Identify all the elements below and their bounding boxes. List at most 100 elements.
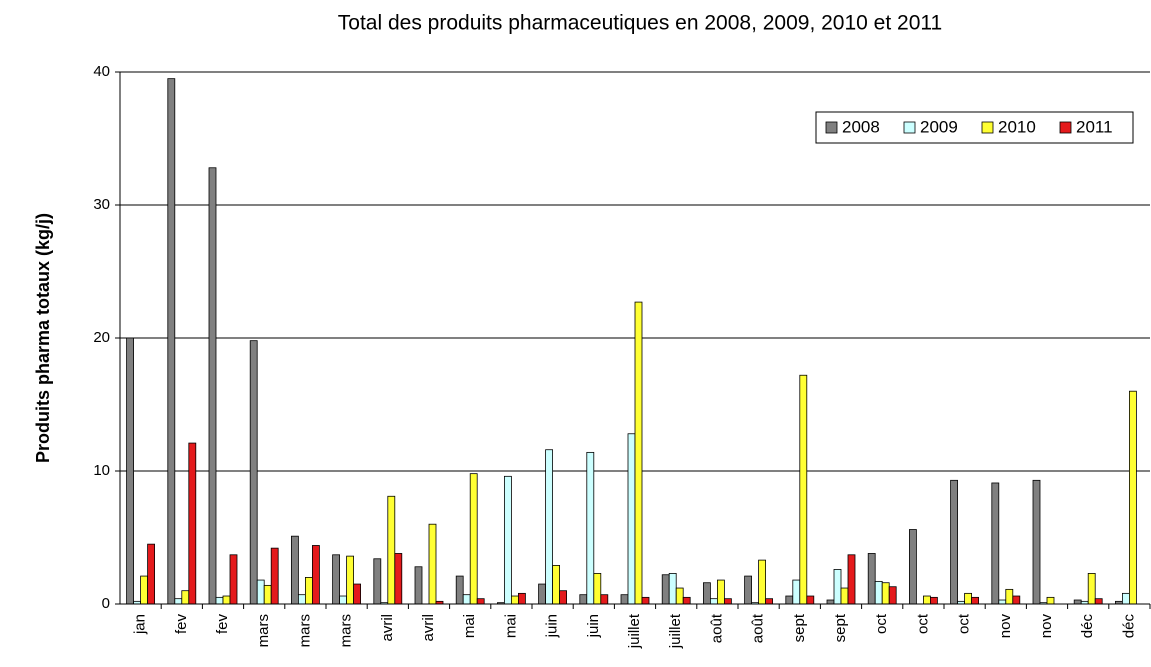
bar bbox=[909, 529, 917, 605]
bar bbox=[503, 475, 512, 605]
x-tick-label: oct bbox=[956, 613, 973, 634]
x-tick-label: déc bbox=[1120, 614, 1137, 639]
y-tick-label: 40 bbox=[93, 63, 110, 80]
bar bbox=[304, 577, 313, 605]
bar bbox=[675, 587, 684, 605]
y-tick-label: 20 bbox=[93, 329, 110, 346]
bar bbox=[826, 599, 835, 605]
bar bbox=[1073, 599, 1082, 605]
bar bbox=[1012, 595, 1021, 605]
bar bbox=[799, 374, 808, 605]
bar bbox=[703, 582, 711, 605]
bar bbox=[256, 579, 265, 605]
bar bbox=[833, 569, 842, 605]
bar bbox=[270, 547, 279, 605]
bar bbox=[311, 545, 320, 605]
bar bbox=[874, 580, 883, 605]
bar bbox=[923, 595, 931, 605]
legend-swatch bbox=[903, 121, 916, 134]
bar bbox=[394, 553, 403, 605]
bar bbox=[998, 599, 1007, 605]
bar bbox=[840, 587, 849, 605]
bar bbox=[215, 596, 224, 605]
x-tick-label: juillet bbox=[626, 613, 643, 649]
x-tick-label: mars bbox=[255, 614, 272, 647]
bar bbox=[627, 433, 636, 605]
bar bbox=[682, 596, 691, 605]
bar bbox=[785, 595, 794, 605]
bar bbox=[263, 584, 272, 605]
y-tick-label: 30 bbox=[93, 196, 110, 213]
bar bbox=[792, 579, 801, 605]
bar bbox=[455, 575, 464, 605]
bar bbox=[559, 590, 567, 605]
bar bbox=[950, 479, 958, 605]
legend-label: 2011 bbox=[1076, 117, 1113, 136]
legend-box bbox=[815, 111, 1134, 144]
bar bbox=[208, 167, 217, 605]
bar bbox=[1129, 390, 1137, 605]
bar bbox=[469, 473, 478, 605]
x-tick-label: fev bbox=[214, 614, 231, 635]
bar bbox=[765, 598, 773, 605]
x-tick-label: nov bbox=[997, 614, 1014, 639]
bar bbox=[888, 586, 897, 605]
bar bbox=[332, 554, 341, 605]
bar bbox=[710, 598, 718, 605]
y-axis-label: Produits pharma totaux (kg/j) bbox=[33, 213, 53, 463]
y-tick-label: 10 bbox=[93, 462, 110, 479]
bar bbox=[346, 555, 355, 605]
x-tick-label: oct bbox=[873, 613, 890, 634]
bar bbox=[510, 595, 519, 605]
x-tick-label: nov bbox=[1038, 614, 1055, 639]
x-tick-label: mai bbox=[502, 614, 519, 638]
x-tick-label: juin bbox=[585, 614, 602, 638]
x-tick-label: août bbox=[708, 613, 725, 643]
bar bbox=[634, 301, 643, 605]
bar bbox=[881, 582, 890, 605]
bar bbox=[428, 523, 437, 605]
legend-label: 2009 bbox=[920, 117, 958, 136]
bar bbox=[1087, 573, 1096, 605]
bar bbox=[174, 598, 183, 605]
bar bbox=[744, 575, 752, 605]
bar bbox=[593, 573, 602, 605]
bar bbox=[339, 595, 348, 605]
bar bbox=[758, 559, 766, 605]
bar bbox=[147, 543, 156, 605]
bar bbox=[724, 598, 732, 605]
bar bbox=[991, 482, 1000, 605]
bar bbox=[717, 579, 725, 605]
bar bbox=[579, 594, 588, 605]
bar bbox=[545, 449, 553, 605]
legend-swatch bbox=[825, 121, 838, 134]
bar bbox=[414, 566, 423, 605]
bar bbox=[518, 592, 526, 605]
bar bbox=[964, 592, 972, 605]
x-tick-label: mars bbox=[338, 614, 355, 647]
x-tick-label: jan bbox=[132, 614, 149, 635]
bar bbox=[167, 78, 176, 605]
legend-label: 2008 bbox=[842, 117, 880, 136]
bar bbox=[222, 595, 231, 605]
bar bbox=[930, 596, 938, 605]
chart-title: Total des produits pharmaceutiques en 20… bbox=[338, 12, 942, 35]
bar bbox=[586, 451, 595, 605]
bar bbox=[140, 575, 149, 605]
bar bbox=[1005, 588, 1014, 605]
x-tick-label: fev bbox=[173, 614, 190, 635]
bar bbox=[249, 340, 258, 605]
bar bbox=[462, 594, 471, 605]
bar bbox=[476, 598, 485, 605]
bar bbox=[661, 574, 670, 605]
bar bbox=[1094, 598, 1103, 605]
x-tick-label: sept bbox=[791, 613, 808, 642]
bar bbox=[229, 554, 238, 605]
legend-label: 2010 bbox=[998, 117, 1036, 136]
x-tick-label: avril bbox=[420, 614, 437, 642]
x-tick-label: sept bbox=[832, 613, 849, 642]
x-tick-label: août bbox=[750, 613, 767, 643]
bar bbox=[806, 595, 815, 605]
bar bbox=[867, 553, 876, 605]
